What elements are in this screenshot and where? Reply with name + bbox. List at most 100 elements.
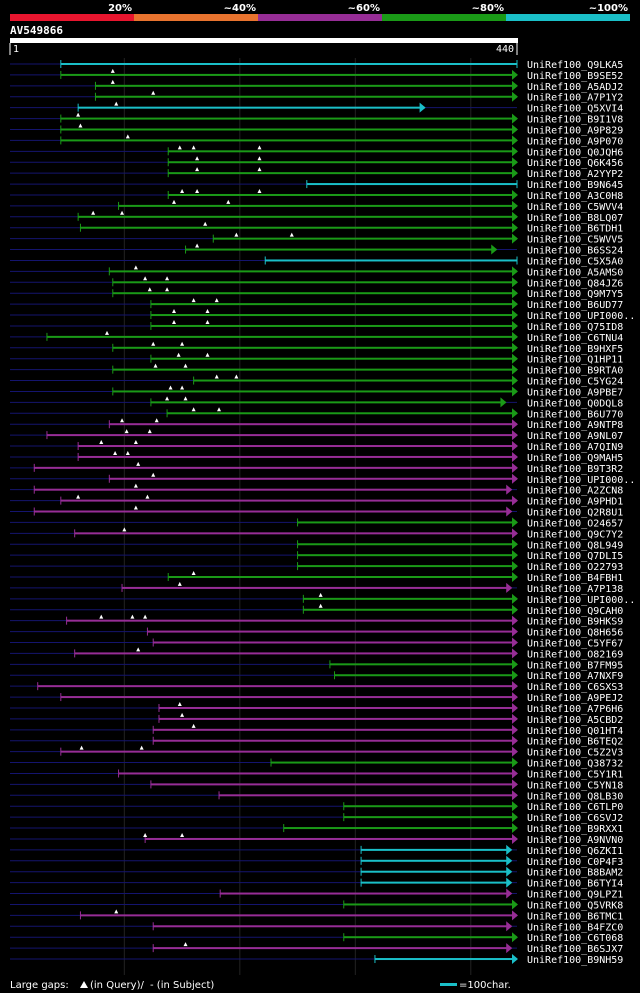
hit-label[interactable]: UniRef100_B9RTA0: [527, 366, 623, 377]
hit-label[interactable]: UniRef100_UPI000..: [527, 311, 635, 322]
hit-row[interactable]: UniRef100_B9RTA0: [10, 363, 623, 377]
hit-row[interactable]: UniRef100_UPI000..: [10, 472, 635, 486]
hit-row[interactable]: UniRef100_C5X5A0: [10, 256, 623, 267]
hit-row[interactable]: UniRef100_A2ZCN8: [10, 483, 623, 497]
hit-row[interactable]: UniRef100_Q6K456: [10, 156, 623, 169]
hit-row[interactable]: UniRef100_Q9LKA5: [10, 60, 623, 71]
hit-row[interactable]: UniRef100_Q5VRK8: [10, 899, 623, 911]
hit-label[interactable]: UniRef100_Q7DLI5: [527, 551, 623, 562]
hit-row[interactable]: UniRef100_C5WVV5: [10, 232, 623, 246]
hit-label[interactable]: UniRef100_B8BAM2: [527, 868, 623, 879]
hit-label[interactable]: UniRef100_C5WVV4: [527, 202, 623, 213]
hit-row[interactable]: UniRef100_Q01HT4: [10, 723, 623, 737]
hit-label[interactable]: UniRef100_Q38732: [527, 759, 623, 770]
hit-label[interactable]: UniRef100_A3C0H8: [527, 191, 623, 202]
hit-label[interactable]: UniRef100_B8LQ07: [527, 213, 623, 224]
hit-row[interactable]: UniRef100_A7P138: [10, 581, 623, 595]
hit-label[interactable]: UniRef100_Q8LB30: [527, 791, 623, 802]
hit-label[interactable]: UniRef100_A7QIN9: [527, 442, 623, 453]
hit-row[interactable]: UniRef100_Q1HP11: [10, 352, 623, 366]
hit-row[interactable]: UniRef100_Q8LB30: [10, 790, 623, 802]
hit-label[interactable]: UniRef100_A9NVN0: [527, 835, 623, 846]
hit-label[interactable]: UniRef100_B6U770: [527, 409, 623, 420]
hit-label[interactable]: UniRef100_Q9LPZ1: [527, 890, 623, 901]
hit-row[interactable]: UniRef100_A5AMS0: [10, 265, 623, 278]
hit-label[interactable]: UniRef100_Q8L949: [527, 540, 623, 551]
hit-row[interactable]: UniRef100_B9HKS9: [10, 614, 623, 628]
hit-row[interactable]: UniRef100_Q38732: [10, 757, 623, 770]
hit-row[interactable]: UniRef100_Q0DQL8: [10, 396, 623, 409]
hit-label[interactable]: UniRef100_Q9LKA5: [527, 60, 623, 71]
hit-label[interactable]: UniRef100_C5YN18: [527, 780, 623, 791]
hit-label[interactable]: UniRef100_Q5VRK8: [527, 900, 623, 911]
hit-label[interactable]: UniRef100_C0P4F3: [527, 857, 623, 868]
hit-label[interactable]: UniRef100_Q9MAH5: [527, 453, 623, 464]
hit-label[interactable]: UniRef100_B9HKS9: [527, 617, 623, 628]
hit-row[interactable]: UniRef100_B9HXF5: [10, 341, 623, 355]
hit-label[interactable]: UniRef100_A2YYP2: [527, 169, 623, 180]
hit-row[interactable]: UniRef100_B6SJX7: [10, 942, 623, 955]
hit-label[interactable]: UniRef100_C5Y1R1: [527, 769, 623, 780]
hit-row[interactable]: UniRef100_A7QIN9: [10, 440, 623, 453]
hit-row[interactable]: UniRef100_Q0JQH6: [10, 145, 623, 158]
hit-row[interactable]: UniRef100_C5Y1R1: [10, 768, 623, 780]
hit-row[interactable]: UniRef100_Q84JZ6: [10, 276, 623, 289]
hit-label[interactable]: UniRef100_A9PEJ2: [527, 693, 623, 704]
hit-row[interactable]: UniRef100_Q9C7Y2: [10, 527, 623, 540]
hit-label[interactable]: UniRef100_Q9CAH0: [527, 606, 623, 617]
hit-row[interactable]: UniRef100_B6TYI4: [10, 877, 623, 890]
hit-label[interactable]: UniRef100_C6TLP0: [527, 802, 623, 813]
hit-row[interactable]: UniRef100_A9NVN0: [10, 832, 623, 846]
hit-row[interactable]: UniRef100_C0P4F3: [10, 855, 623, 868]
hit-row[interactable]: UniRef100_Q75ID8: [10, 319, 623, 333]
hit-label[interactable]: UniRef100_C6T068: [527, 933, 623, 944]
hit-row[interactable]: UniRef100_Q7DLI5: [10, 550, 623, 562]
hit-label[interactable]: UniRef100_A7NXF9: [527, 671, 623, 682]
hit-label[interactable]: UniRef100_Q9C7Y2: [527, 529, 623, 540]
hit-label[interactable]: UniRef100_B6TDH1: [527, 224, 623, 235]
hit-row[interactable]: UniRef100_UPI000..: [10, 592, 635, 606]
hit-label[interactable]: UniRef100_Q0DQL8: [527, 398, 623, 409]
hit-row[interactable]: UniRef100_B9I1V8: [10, 112, 623, 126]
hit-label[interactable]: UniRef100_A7P6H6: [527, 704, 623, 715]
hit-label[interactable]: UniRef100_B6SJX7: [527, 944, 623, 955]
hit-row[interactable]: UniRef100_B9RXX1: [10, 823, 623, 835]
hit-row[interactable]: UniRef100_B6TMC1: [10, 909, 623, 922]
hit-row[interactable]: UniRef100_Q9MAH5: [10, 450, 623, 464]
hit-row[interactable]: UniRef100_C5YN18: [10, 779, 623, 791]
hit-label[interactable]: UniRef100_A7P138: [527, 584, 623, 595]
hit-label[interactable]: UniRef100_B4FZC0: [527, 922, 623, 933]
hit-label[interactable]: UniRef100_B6UD77: [527, 300, 623, 311]
hit-row[interactable]: UniRef100_C6SVJ2: [10, 812, 623, 824]
hit-row[interactable]: UniRef100_A9PHD1: [10, 494, 623, 508]
hit-label[interactable]: UniRef100_B9RXX1: [527, 824, 623, 835]
hit-row[interactable]: UniRef100_C5YF67: [10, 637, 623, 649]
hit-row[interactable]: UniRef100_Q9M7Y5: [10, 287, 623, 300]
hit-row[interactable]: UniRef100_C5Z2V3: [10, 745, 623, 759]
hit-label[interactable]: UniRef100_O22793: [527, 562, 623, 573]
hit-row[interactable]: UniRef100_B8BAM2: [10, 866, 623, 879]
hit-row[interactable]: UniRef100_A9PBE7: [10, 385, 623, 398]
hit-row[interactable]: UniRef100_A9P070: [10, 134, 623, 147]
hit-row[interactable]: UniRef100_C6TLP0: [10, 801, 623, 813]
hit-row[interactable]: UniRef100_B6TDH1: [10, 221, 623, 235]
hit-row[interactable]: UniRef100_Q8L949: [10, 539, 623, 551]
hit-row[interactable]: UniRef100_B6SS24: [10, 243, 623, 257]
hit-label[interactable]: UniRef100_A9NL07: [527, 431, 623, 442]
hit-row[interactable]: UniRef100_B6U770: [10, 407, 623, 420]
hit-row[interactable]: UniRef100_A9NL07: [10, 429, 623, 442]
hit-label[interactable]: UniRef100_A9P829: [527, 125, 623, 136]
hit-label[interactable]: UniRef100_Q9M7Y5: [527, 289, 623, 300]
hit-label[interactable]: UniRef100_C5YG24: [527, 377, 623, 388]
hit-row[interactable]: UniRef100_B6TEQ2: [10, 735, 623, 748]
hit-row[interactable]: UniRef100_UPI000..: [10, 309, 635, 322]
hit-label[interactable]: UniRef100_A9PBE7: [527, 387, 623, 398]
hit-row[interactable]: UniRef100_B9N645: [10, 180, 623, 191]
hit-label[interactable]: UniRef100_B6TEQ2: [527, 737, 623, 748]
hit-label[interactable]: UniRef100_A9NTP8: [527, 420, 623, 431]
hit-label[interactable]: UniRef100_B6TYI4: [527, 879, 623, 890]
hit-row[interactable]: UniRef100_C5YG24: [10, 374, 623, 388]
hit-label[interactable]: UniRef100_C5X5A0: [527, 256, 623, 267]
hit-row[interactable]: UniRef100_B4FZC0: [10, 921, 623, 933]
hit-label[interactable]: UniRef100_A2ZCN8: [527, 486, 623, 497]
